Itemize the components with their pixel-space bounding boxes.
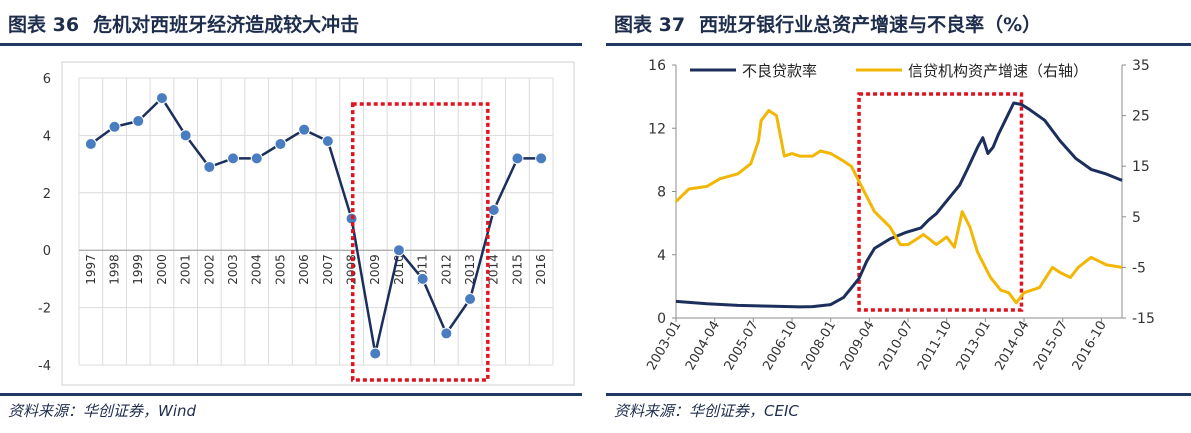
gdp-point [203,160,216,173]
gdp-point [487,204,500,217]
gdp-point [440,327,453,340]
x-tick-label: 2006-10 [760,319,800,374]
gdp-point [511,152,524,165]
x-tick-label: 2006 [297,254,311,285]
plot-frame [61,61,575,386]
legend-label: 信贷机构资产增速（右轴） [908,62,1088,80]
x-tick-label: 2016-10 [1070,319,1110,374]
source-rule [606,393,1191,396]
gdp-point [132,115,145,128]
npl-ratio-line [675,101,1123,309]
chart-panel-gdp: 图表 36 危机对西班牙经济造成较大冲击 -4 -2 0 2 4 6 1997 1998 1999… [0,0,582,433]
x-tick-label: 2002 [202,254,216,285]
x-tick-label: 2011-10 [915,319,955,374]
x-tick-label: 2004 [250,254,264,285]
y-tick-label: 12 [648,121,666,137]
gdp-point [108,120,121,133]
y-tick-label: -2 [38,302,51,317]
gdp-point [369,347,382,360]
crisis-highlight-box [350,102,490,382]
y-tick-label: 8 [657,185,666,201]
y2-tick-label: 35 [1132,58,1150,74]
x-tick-label: 1997 [84,254,98,285]
gdp-point [155,92,168,105]
x-tick-label: 2003 [226,254,240,285]
gdp-point [227,152,240,165]
gdp-point [274,138,287,151]
x-tick-label: 2016 [534,254,548,285]
gdp-point [298,123,311,136]
x-tick-label: 2015-07 [1031,319,1071,374]
x-tick-label: 2014-04 [992,319,1032,374]
y2-tick-label: -15 [1132,311,1155,327]
x-tick-label: 2008 [345,254,359,285]
x-tick-label: 2005 [273,254,287,285]
gdp-point [321,135,334,148]
y-tick-label: 6 [43,72,51,87]
y-tick-label: 16 [648,58,666,74]
x-tick-label: 2015 [510,254,524,285]
y-tick-label: 0 [43,244,51,259]
x-tick-label: 2013-01 [954,319,994,374]
gdp-line-chart: -4 -2 0 2 4 6 1997 1998 1999 2000 2001 2002 2003 2004… [38,61,575,386]
y2-tick-label: 15 [1132,159,1150,175]
crisis-highlight-box [857,92,1024,312]
title-rule [606,43,1191,46]
source-rule [0,393,582,396]
x-tick-label: 2014 [487,254,501,285]
y2-tick-label: -5 [1132,260,1146,276]
gdp-point [84,138,97,151]
gdp-point [179,129,192,142]
y-tick-label: 4 [43,129,51,144]
chart-title-gdp: 图表 36 危机对西班牙经济造成较大冲击 [8,10,359,37]
legend-label: 不良贷款率 [742,62,817,80]
chart-panel-bank: 图表 37 西班牙银行业总资产增速与不良率（%） 0 4 8 12 16 -15 -5 5 15 2… [606,0,1191,433]
x-tick-label: 2004-04 [683,319,723,374]
source-note: 资料来源：华创证券，CEIC [614,402,799,420]
x-tick-label: 2010-07 [876,319,916,374]
bank-dual-axis-chart: 0481216-15-551525352003-012004-042005-07… [644,58,1155,374]
gdp-point [464,292,477,305]
y2-tick-label: 25 [1132,109,1150,125]
gdp-series-line [90,96,542,355]
x-tick-label: 2001 [179,254,193,285]
gdp-point [250,152,263,165]
figure-label: 图表 36 [8,14,80,36]
x-tick-label: 2012 [439,254,453,285]
figure-title: 西班牙银行业总资产增速与不良率（%） [699,14,1042,36]
gdp-point [535,152,548,165]
figure-label: 图表 37 [614,14,686,36]
x-tick-label: 2008-01 [799,319,839,374]
x-tick-label: 2000 [155,254,169,285]
chart-title-bank: 图表 37 西班牙银行业总资产增速与不良率（%） [614,10,1041,37]
y-tick-label: 2 [43,187,51,202]
gdp-point [392,244,405,257]
gdp-point [416,272,429,285]
x-tick-label: 2007 [321,254,335,285]
y-tick-label: 0 [657,311,666,327]
y-tick-label: 4 [657,248,666,264]
x-tick-label: 1998 [108,254,122,285]
x-tick-label: 1999 [131,254,145,285]
x-tick-label: 2005-07 [722,319,762,374]
asset-growth-line [674,109,1123,305]
x-tick-label: 2009-04 [838,319,878,374]
x-tick-label: 2009 [368,254,382,285]
title-rule [0,43,582,46]
source-note: 资料来源：华创证券，Wind [8,402,197,420]
y-tick-label: -4 [38,359,51,374]
y2-tick-label: 5 [1132,210,1141,226]
figure-title: 危机对西班牙经济造成较大冲击 [93,14,360,36]
x-tick-label: 2013 [463,254,477,285]
